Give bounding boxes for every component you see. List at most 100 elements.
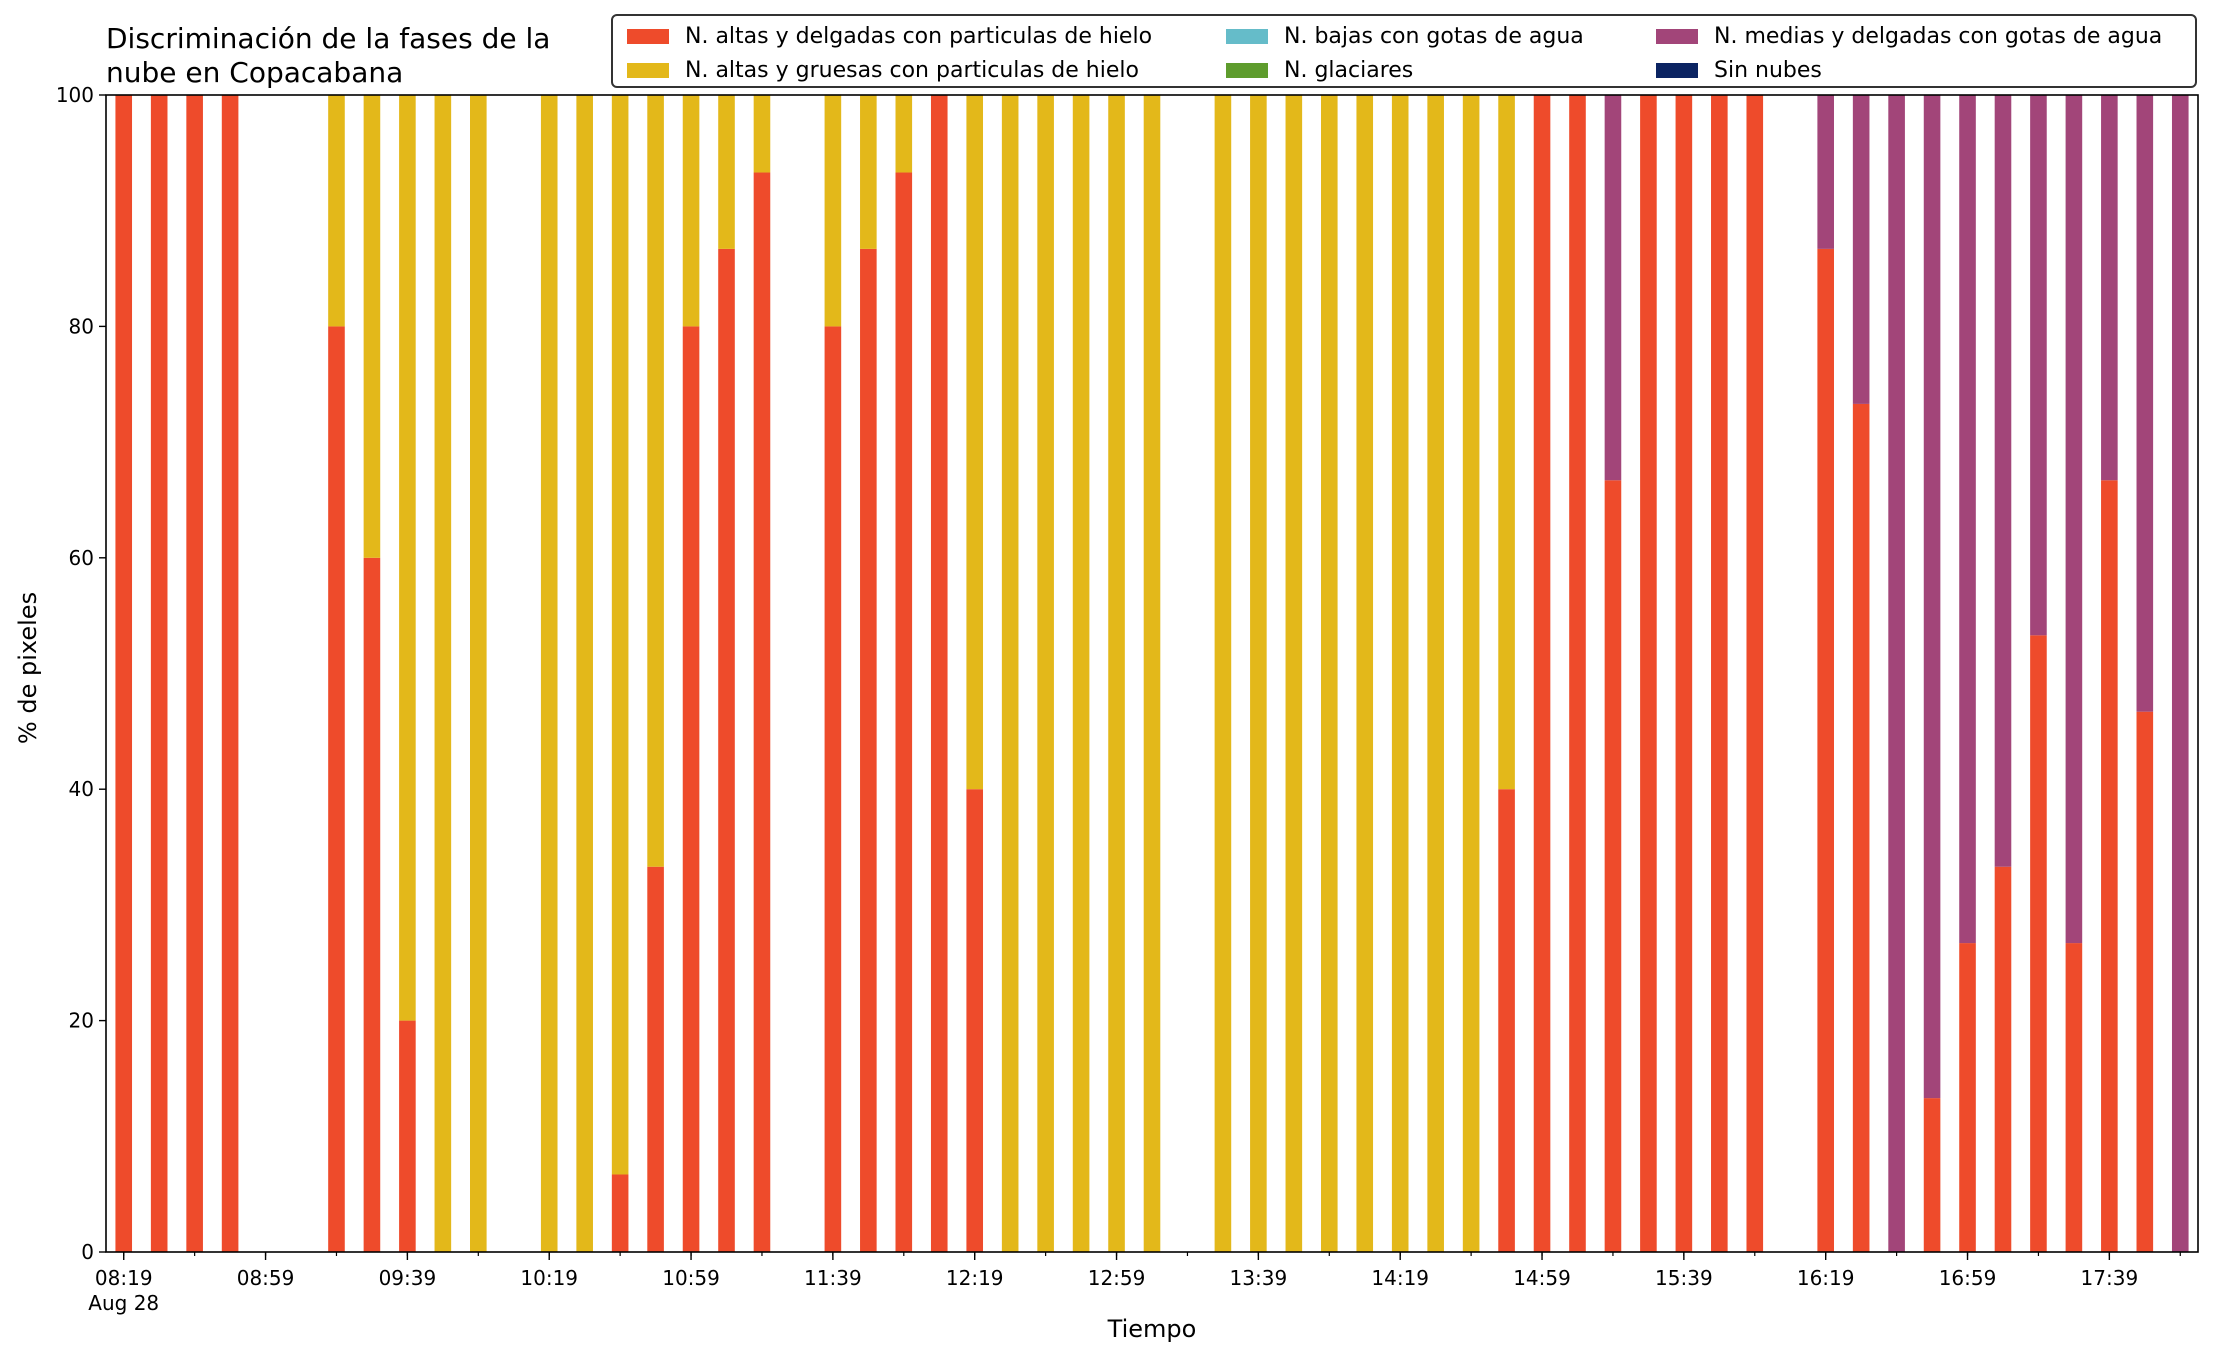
bars-group <box>115 95 2189 1253</box>
bar-segment <box>1072 95 1090 1252</box>
bar-segment <box>718 248 735 1253</box>
bar-segment <box>115 95 133 1252</box>
y-tick-label: 60 <box>69 546 94 570</box>
x-tick-label: 12:19 <box>946 1266 1004 1290</box>
bar-segment <box>363 557 381 1252</box>
legend-item-medias-agua: N. medias y delgadas con gotas de agua <box>1656 24 2162 49</box>
bar-segment <box>1817 95 1834 249</box>
bar-segment <box>1604 95 1622 481</box>
bar-segment <box>1923 1098 1941 1252</box>
x-tick-label: 14:59 <box>1513 1266 1571 1290</box>
x-tick-label: 09:39 <box>379 1266 437 1290</box>
x-tick-label: 12:59 <box>1088 1266 1146 1290</box>
bar-segment <box>1285 95 1303 1252</box>
bar-segment <box>2065 95 2083 944</box>
bar-segment <box>1923 95 1941 1099</box>
bar-segment <box>2101 480 2118 1252</box>
bar-segment <box>470 95 487 1252</box>
bar-segment <box>328 95 345 327</box>
bar-segment <box>2030 95 2047 636</box>
x-tick-label: 10:19 <box>520 1266 578 1290</box>
x-tick-label: 16:59 <box>1939 1266 1997 1290</box>
x-tick-label: 16:19 <box>1797 1266 1855 1290</box>
bar-segment <box>895 172 913 1252</box>
bar-segment <box>576 95 593 1252</box>
legend-swatch <box>1656 63 1698 78</box>
y-tick-label: 80 <box>69 314 94 338</box>
bar-segment <box>753 95 771 173</box>
bar-segment <box>1817 248 1834 1253</box>
legend-swatch <box>1226 63 1268 78</box>
y-tick-label: 0 <box>81 1240 94 1264</box>
bar-segment <box>540 95 558 1252</box>
legend-swatch <box>1226 29 1268 44</box>
legend-item-altas-gruesas: N. altas y gruesas con particulas de hie… <box>627 58 1139 83</box>
bar-segment <box>1852 403 1870 1252</box>
legend-swatch <box>627 63 669 78</box>
bar-segment <box>860 248 877 1253</box>
bar-segment <box>363 95 381 558</box>
bar-segment <box>2136 95 2154 712</box>
bar-segment <box>2101 95 2118 481</box>
bar-segment <box>1214 95 1232 1252</box>
bar-segment <box>682 326 700 1252</box>
bar-segment <box>682 95 700 327</box>
bar-segment <box>1888 95 1905 1252</box>
legend: N. altas y delgadas con particulas de hi… <box>611 14 2197 88</box>
bar-segment <box>647 866 664 1252</box>
bar-segment <box>1711 95 1728 1252</box>
y-axis-label: % de pixeles <box>14 592 42 744</box>
bar-segment <box>2065 943 2083 1252</box>
bar-segment <box>1569 95 1586 1252</box>
bar-segment <box>186 95 203 1252</box>
bar-segment <box>1498 789 1515 1252</box>
y-tick-label: 100 <box>56 83 94 107</box>
x-tick-label: 08:19 <box>95 1266 153 1290</box>
bar-segment <box>1250 95 1267 1252</box>
y-tick-label: 20 <box>69 1009 94 1033</box>
bar-segment <box>150 95 168 1252</box>
bar-segment <box>1108 95 1125 1252</box>
plot-frame <box>105 94 2199 1253</box>
bar-segment <box>2030 635 2047 1252</box>
bar-segment <box>611 95 629 1175</box>
bar-segment <box>2171 95 2189 1252</box>
bar-segment <box>860 95 877 249</box>
bar-segment <box>1675 95 1693 1252</box>
bar-segment <box>2136 711 2154 1252</box>
legend-swatch <box>1656 29 1698 44</box>
bar-segment <box>1320 95 1338 1252</box>
bar-segment <box>611 1174 629 1252</box>
bar-segment <box>1143 95 1161 1252</box>
chart-title: Discriminación de la fases de la nube en… <box>106 22 550 90</box>
bar-segment <box>647 95 664 867</box>
chart-title-line-2: nube en Copacabana <box>106 56 404 89</box>
bar-segment <box>1959 943 1976 1252</box>
bar-segment <box>1640 95 1657 1252</box>
bar-segment <box>434 95 452 1252</box>
legend-item-bajas-agua: N. bajas con gotas de agua <box>1226 24 1584 49</box>
x-tick-label: 10:59 <box>662 1266 720 1290</box>
x-tick-label: 14:19 <box>1371 1266 1429 1290</box>
bar-segment <box>1037 95 1054 1252</box>
bar-segment <box>1391 95 1409 1252</box>
bar-segment <box>966 95 984 790</box>
x-tick-label: 08:59 <box>237 1266 295 1290</box>
bar-segment <box>1462 95 1480 1252</box>
y-tick-label: 40 <box>69 777 94 801</box>
legend-label: N. medias y delgadas con gotas de agua <box>1714 24 2163 49</box>
legend-swatch <box>627 29 669 44</box>
bar-segment <box>221 95 239 1252</box>
legend-label: N. altas y delgadas con particulas de hi… <box>685 24 1153 49</box>
x-tick-sublabel: Aug 28 <box>88 1291 159 1315</box>
legend-item-altas-delgadas: N. altas y delgadas con particulas de hi… <box>627 24 1152 49</box>
bar-segment <box>1427 95 1444 1252</box>
bar-segment <box>1959 95 1976 944</box>
x-tick-label: 15:39 <box>1655 1266 1713 1290</box>
bar-segment <box>1604 480 1622 1252</box>
bar-segment <box>1746 95 1764 1252</box>
bar-segment <box>824 326 842 1252</box>
legend-item-sin-nubes: Sin nubes <box>1656 58 1822 83</box>
chart-title-line-1: Discriminación de la fases de la <box>106 22 551 55</box>
